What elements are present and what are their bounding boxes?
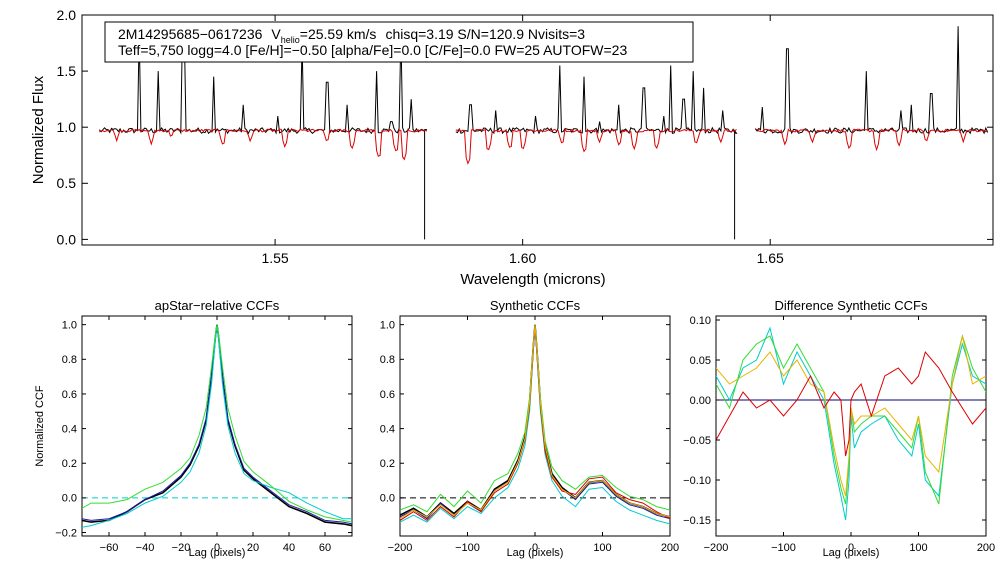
- y-tick-label: 0.00: [690, 395, 711, 407]
- spectrum-ticks: 1.55 1.60 1.65 0.0 0.5 1.0 1.5 2.0: [57, 7, 993, 266]
- y-tick-label: 0.2: [62, 458, 77, 470]
- x-tick-label: −20: [172, 542, 191, 554]
- x-tick-label: −200: [388, 542, 413, 554]
- y-tick-label: 1.0: [380, 320, 395, 332]
- apstar-ccf-xlabel: Lag (pixels): [189, 547, 246, 559]
- y-tick-label: −0.15: [683, 515, 711, 527]
- spectrum-panel: 1.55 1.60 1.65 0.0 0.5 1.0 1.5 2.0 2M14295685−0…: [30, 7, 994, 288]
- spectrum-lines: [98, 25, 989, 240]
- y-tick-label: 0.4: [62, 423, 77, 435]
- synthetic-ccf-title: Synthetic CCFs: [490, 298, 581, 313]
- synthetic-ccf-ticks: −200 −100 0 100 200 0.0 0.2 0.4 0.6 0.8 1.0: [380, 316, 679, 554]
- annotation-line-2: Teff=5,750 logg=4.0 [Fe/H]=−0.50 [alpha/…: [118, 42, 627, 58]
- x-tick-label: 40: [283, 542, 295, 554]
- y-tick-label: −0.05: [683, 435, 711, 447]
- x-tick-label: −60: [100, 542, 119, 554]
- model-spectrum-chip-3: [755, 128, 988, 152]
- apstar-ccf-title: apStar−relative CCFs: [155, 298, 280, 313]
- x-tick-label: −40: [136, 542, 155, 554]
- difference-ccf-ticks: −200 −100 0 100 200 −0.15 −0.10 −0.05 0.00 0.05 0.…: [683, 315, 995, 554]
- x-tick-label: 200: [977, 542, 995, 554]
- synthetic-ccf-xlabel: Lag (pixels): [507, 547, 564, 559]
- spectrum-ylabel: Normalized Flux: [30, 75, 47, 184]
- y-tick-label: 1.0: [62, 320, 77, 332]
- x-tick-label: 100: [593, 542, 611, 554]
- apstar-ccf-panel: −60 −40 −20 0 20 40 60 −0.2 0.0 0.2 0.4 0.6 0.8 1.0 a…: [34, 298, 353, 559]
- annotation-line-1: 2M14295685−0617236 Vhelio=25.59 km/s chisq…: [118, 26, 585, 45]
- y-tick-label: 0.5: [57, 175, 77, 191]
- x-tick-label: 1.65: [757, 250, 784, 266]
- spectrum-xlabel: Wavelength (microns): [460, 271, 605, 288]
- apstar-ccf-lines: [82, 324, 352, 528]
- visit-3-ccf-line: [82, 324, 352, 523]
- apstar-ccf-ticks: −60 −40 −20 0 20 40 60 −0.2 0.0 0.2 0.4 0.6 0.8 1.0: [55, 316, 352, 554]
- x-tick-label: −100: [455, 542, 480, 554]
- x-tick-label: 60: [319, 542, 331, 554]
- y-tick-label: 0.10: [690, 315, 711, 327]
- y-tick-label: −0.10: [683, 475, 711, 487]
- y-tick-label: −0.2: [55, 527, 77, 539]
- y-tick-label: 0.0: [57, 231, 77, 247]
- synthetic-ccf-lines: [400, 324, 670, 525]
- x-tick-label: −200: [704, 542, 729, 554]
- difference-ccf-xlabel: Lag (pixels): [823, 547, 880, 559]
- y-tick-label: 0.05: [690, 355, 711, 367]
- apstar-ccf-ylabel: Normalized CCF: [34, 385, 46, 467]
- x-tick-label: −100: [771, 542, 796, 554]
- y-tick-label: 0.8: [62, 354, 77, 366]
- y-tick-label: 0.4: [380, 423, 395, 435]
- model-spectrum-chip-1: [99, 128, 428, 161]
- y-tick-label: 2.0: [57, 7, 77, 23]
- synthetic-ccf-panel: −200 −100 0 100 200 0.0 0.2 0.4 0.6 0.8 1.0 Synthe…: [380, 298, 679, 559]
- y-tick-label: 1.0: [57, 119, 77, 135]
- visit-4-ccf-line: [716, 350, 986, 457]
- difference-ccf-panel: −200 −100 0 100 200 −0.15 −0.10 −0.05 0.00 0.05 0.…: [683, 298, 995, 559]
- difference-ccf-title: Difference Synthetic CCFs: [775, 298, 928, 313]
- x-tick-label: 1.60: [509, 250, 536, 266]
- y-tick-label: 0.6: [380, 389, 395, 401]
- annotation-box: [104, 21, 694, 63]
- x-tick-label: 0: [532, 542, 538, 554]
- apstar-ccf-frame: [81, 315, 353, 537]
- y-tick-label: 0.2: [380, 458, 395, 470]
- observed-spectrum-chip-2: [455, 65, 738, 240]
- model-spectrum-chip-2: [455, 128, 737, 165]
- x-tick-label: 200: [661, 542, 679, 554]
- y-tick-label: 0.8: [380, 354, 395, 366]
- y-tick-label: 0.6: [62, 389, 77, 401]
- spectrum-annotation: 2M14295685−0617236 Vhelio=25.59 km/s chisq…: [104, 21, 694, 63]
- visit-5-ccf-line: [400, 324, 670, 520]
- x-tick-label: 1.55: [261, 250, 288, 266]
- y-tick-label: 0.0: [380, 493, 395, 505]
- difference-ccf-lines: [716, 326, 986, 521]
- y-tick-label: 1.5: [57, 63, 77, 79]
- x-tick-label: 100: [909, 542, 927, 554]
- y-tick-label: 0.0: [62, 493, 77, 505]
- x-tick-label: 0: [848, 542, 854, 554]
- x-tick-label: 20: [247, 542, 259, 554]
- x-tick-label: 0: [214, 542, 220, 554]
